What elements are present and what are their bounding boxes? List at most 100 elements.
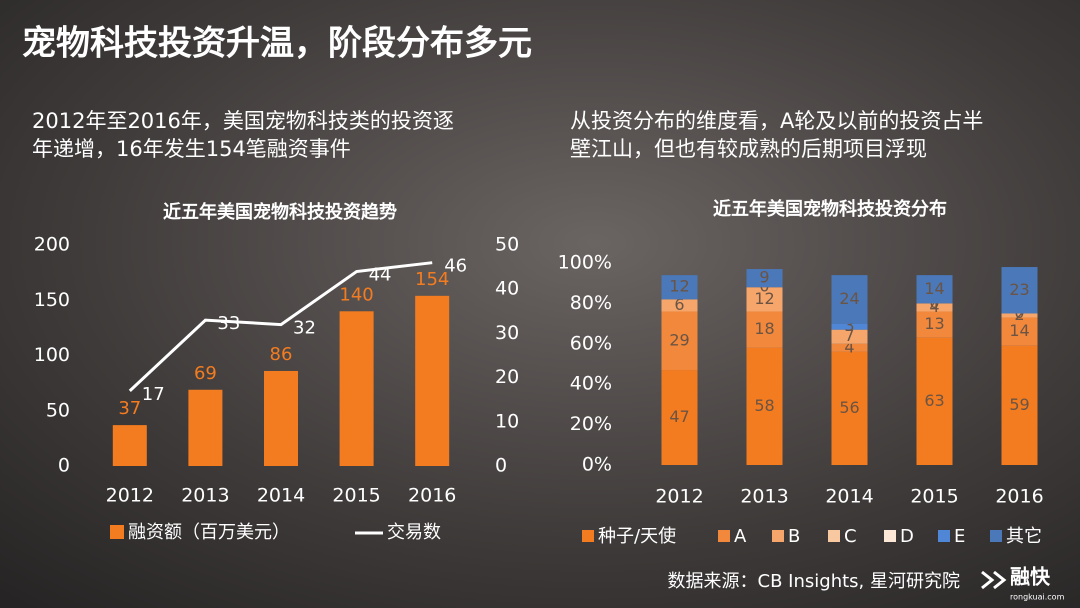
bar (112, 425, 147, 466)
bar-segment (916, 311, 953, 338)
logo-url: rongkuai.com (1010, 593, 1065, 602)
x-tick-label: 2013 (740, 486, 788, 508)
line-label: 17 (142, 384, 165, 405)
source: 数据来源：CB Insights, 星河研究院 (668, 571, 960, 592)
x-tick-label: 2016 (408, 485, 456, 507)
legend-label: B (788, 526, 800, 547)
legend-swatch (938, 530, 950, 542)
left-text: 2012年至2016年，美国宠物科技类的投资逐 (32, 109, 454, 133)
x-tick-label: 2013 (181, 485, 229, 507)
segment-label: 56 (839, 398, 859, 417)
legend-swatch (828, 530, 840, 542)
segment-label: 4 (844, 337, 854, 356)
y-tick-label: 50 (46, 399, 70, 421)
legend-swatch (884, 530, 896, 542)
bar-label: 140 (339, 284, 373, 305)
legend-label: E (954, 526, 965, 547)
x-tick-label: 2012 (655, 486, 703, 508)
segment-label: 18 (754, 319, 774, 338)
bar-segment (746, 311, 783, 348)
bar-segment (831, 329, 868, 344)
y2-tick-label: 20 (495, 366, 519, 388)
legend-label: 交易数 (387, 522, 441, 543)
segment-label: 12 (669, 277, 689, 296)
segment-label: 6 (674, 295, 684, 314)
segment-label: 4 (929, 297, 939, 316)
bar-segment (1001, 317, 1038, 346)
line (128, 261, 433, 392)
legend-label: 种子/天使 (598, 526, 676, 547)
bar-segment (746, 287, 783, 312)
legend-swatch (718, 530, 730, 542)
segment-label: 58 (754, 396, 774, 415)
bar-segment (916, 337, 953, 465)
legend-swatch (772, 530, 784, 542)
bar (188, 389, 223, 466)
bar-segment (746, 347, 783, 465)
slide-title: 宠物科技投资升温，阶段分布多元 (22, 24, 532, 64)
bar-segment (661, 275, 698, 300)
bar-segment (661, 370, 698, 465)
y-tick-label: 100 (34, 344, 70, 366)
bar (339, 311, 374, 466)
segment-label: 9 (759, 268, 769, 287)
x-tick-label: 2015 (910, 486, 958, 508)
legend-label: 融资额（百万美元） (128, 522, 290, 543)
segment-label: 59 (1009, 395, 1029, 414)
line-label: 33 (217, 313, 240, 334)
segment-label: 14 (1009, 321, 1029, 340)
bar-label: 154 (415, 269, 449, 290)
left-text: 年递增，16年发生154笔融资事件 (32, 137, 351, 161)
x-tick-label: 2014 (257, 485, 305, 507)
segment-label: 29 (669, 330, 689, 349)
y-tick-label: 20% (570, 413, 612, 435)
legend-swatch (990, 530, 1002, 542)
chart-title: 近五年美国宠物科技投资趋势 (163, 201, 397, 223)
bar-segment (831, 343, 868, 352)
legend-label: 其它 (1006, 526, 1042, 547)
y2-tick-label: 50 (495, 234, 519, 256)
logo-icon (981, 570, 1007, 590)
y-tick-label: 80% (570, 292, 612, 314)
bar-segment (661, 311, 698, 371)
line-label: 32 (293, 318, 316, 339)
legend-label: D (900, 526, 914, 547)
segment-label: 13 (924, 314, 944, 333)
x-tick-label: 2012 (106, 485, 154, 507)
bar-label: 86 (270, 344, 293, 365)
y-tick-label: 40% (570, 373, 612, 395)
x-tick-label: 2016 (995, 486, 1043, 508)
segment-label: 7 (844, 326, 854, 345)
y-tick-label: 100% (558, 252, 612, 274)
segment-label: 12 (754, 289, 774, 308)
legend-swatch (582, 530, 594, 542)
y2-tick-label: 30 (495, 322, 519, 344)
right-text: 壁江山，但也有较成熟的后期项目浮现 (570, 137, 927, 161)
segment-label: 47 (669, 407, 689, 426)
legend-swatch (110, 525, 124, 539)
bar-label: 37 (118, 398, 141, 419)
logo-name: 融快 (1010, 565, 1051, 589)
y-tick-label: 0% (582, 454, 612, 476)
bar-segment (661, 299, 698, 312)
legend-label: C (844, 526, 857, 547)
bar-segment (916, 303, 953, 312)
y2-tick-label: 0 (495, 455, 507, 477)
bar-segment (1001, 313, 1038, 318)
y-tick-label: 60% (570, 332, 612, 354)
bar-label: 69 (194, 363, 217, 384)
legend-label: A (734, 526, 747, 547)
bar-segment (831, 275, 868, 324)
y-tick-label: 150 (34, 289, 70, 311)
segment-label: 23 (1009, 280, 1029, 299)
segment-label: 24 (839, 289, 859, 308)
bar-segment (1001, 345, 1038, 465)
bar-segment (831, 323, 868, 330)
bar (415, 295, 450, 466)
x-tick-label: 2014 (825, 486, 873, 508)
chart-title: 近五年美国宠物科技投资分布 (713, 198, 947, 220)
bar-segment (1001, 267, 1038, 314)
segment-label: 63 (924, 391, 944, 410)
